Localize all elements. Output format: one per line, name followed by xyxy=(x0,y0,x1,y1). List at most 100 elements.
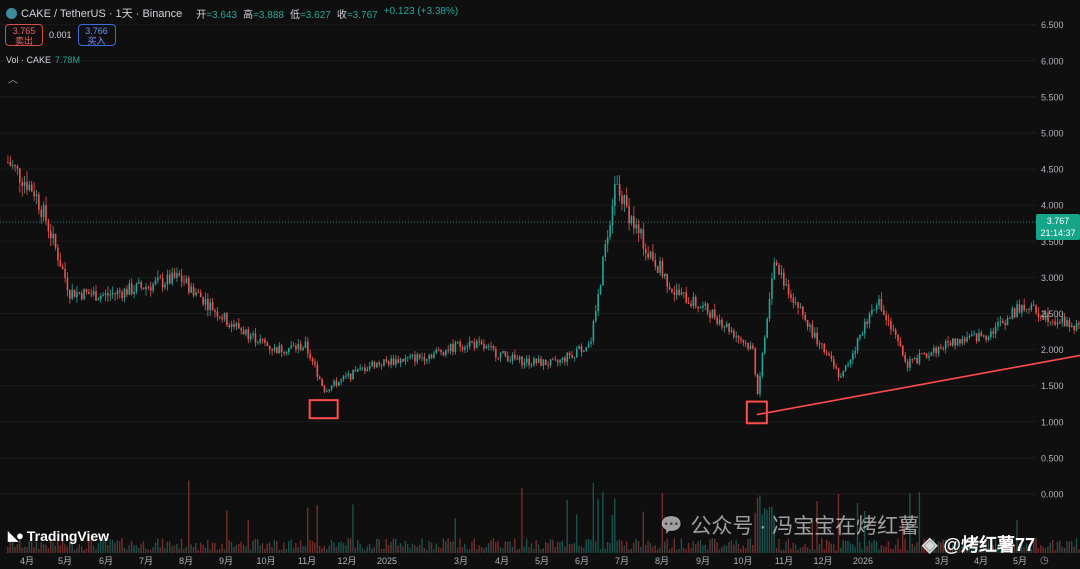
volume-bar xyxy=(963,549,966,553)
candle-body xyxy=(216,311,219,317)
volume-bar xyxy=(214,542,216,553)
buy-button[interactable]: 3.766 买入 xyxy=(77,24,116,46)
volume-bar xyxy=(226,510,228,553)
volume-bar xyxy=(856,503,859,553)
candle-body xyxy=(383,359,385,366)
tradingview-logo-text: TradingView xyxy=(26,528,110,544)
candle-body xyxy=(390,358,392,365)
volume-bar xyxy=(664,541,666,553)
candle-body xyxy=(597,293,599,312)
candle-body xyxy=(188,278,190,293)
volume-bar xyxy=(644,544,647,553)
volume-bar xyxy=(921,546,923,553)
volume-bar xyxy=(1016,519,1018,553)
candle-body xyxy=(1013,308,1016,318)
candle-body xyxy=(197,292,200,294)
candle-body xyxy=(830,355,833,360)
volume-bar xyxy=(490,540,492,553)
volume-bar xyxy=(980,547,982,553)
volume-legend[interactable]: Vol · CAKE 7.78M xyxy=(6,55,80,65)
candle-body xyxy=(992,331,995,334)
candle-body xyxy=(887,319,890,321)
candle-body xyxy=(147,286,150,288)
candle-body xyxy=(207,298,209,311)
candle-body xyxy=(940,347,942,349)
volume-bar xyxy=(271,547,273,553)
volume-bar xyxy=(38,548,40,553)
candle-body xyxy=(247,329,250,340)
candle-body xyxy=(780,272,783,275)
tradingview-mark-icon: ◣● xyxy=(8,528,24,543)
volume-bar xyxy=(397,545,399,553)
volume-bar xyxy=(309,540,311,553)
sell-button[interactable]: 3.765 卖出 xyxy=(5,24,43,46)
ohlc-close: 收=3.767 xyxy=(336,9,378,21)
candle-body xyxy=(214,310,216,312)
volume-bar xyxy=(437,547,440,553)
candle-body xyxy=(911,358,914,360)
price-axis[interactable]: 6.500 6.000 5.500 5.000 4.500 4.000 3.500 3.000… xyxy=(1041,20,1064,499)
candle-body xyxy=(109,294,112,296)
volume-bar xyxy=(45,544,47,553)
candle-body xyxy=(697,306,699,309)
candle-body xyxy=(809,324,811,327)
volume-bar xyxy=(706,549,709,553)
candle-body xyxy=(102,294,104,296)
volume-bar xyxy=(73,549,76,553)
volume-bar xyxy=(780,549,783,553)
candle-body xyxy=(749,345,752,349)
volume-bar xyxy=(590,540,592,553)
volume-bar xyxy=(911,543,913,553)
volume-bar xyxy=(923,538,925,553)
candle-body xyxy=(733,330,735,337)
symbol-title[interactable]: CAKE / TetherUS · 1天 · Binance xyxy=(21,8,183,20)
candle-body xyxy=(590,341,592,344)
volume-bar xyxy=(618,539,621,553)
volume-bar xyxy=(461,547,464,553)
candle-body xyxy=(894,329,897,335)
candle-body xyxy=(52,233,54,239)
volume-bar xyxy=(71,540,73,553)
candle-body xyxy=(335,380,338,386)
volume-bar xyxy=(478,545,480,553)
volume-bar xyxy=(456,547,459,553)
candle-body xyxy=(23,182,26,187)
volume-bar xyxy=(656,549,659,553)
volume-bar xyxy=(1066,541,1068,553)
candle-body xyxy=(35,194,38,197)
candle-body xyxy=(180,275,183,282)
volume-bar xyxy=(485,546,487,553)
chevron-up-icon[interactable]: ︿ xyxy=(8,75,18,86)
volume-bar xyxy=(604,548,606,553)
candle-body xyxy=(932,347,935,353)
tradingview-logo[interactable]: ◣● TradingView xyxy=(8,528,109,544)
candle-body xyxy=(61,266,64,269)
volume-bar xyxy=(1054,549,1056,553)
volume-bar xyxy=(30,538,33,553)
candle-body xyxy=(16,166,19,169)
candle-body xyxy=(333,380,335,386)
candle-body xyxy=(561,357,564,360)
candle-body xyxy=(140,282,143,288)
ohlc-readout: 开=3.643 高=3.888 低=3.627 收=3.767 +0.123 (… xyxy=(196,6,458,21)
time-axis[interactable]: 4月 5月 6月 7月 8月 9月 10月 11月 12月 2025 3月 4月 5月 6月 7月 8月 9月 1… xyxy=(20,556,1027,566)
volume-bar xyxy=(88,540,90,553)
candle-body xyxy=(121,292,123,299)
volume-bar xyxy=(1059,540,1061,553)
clock-icon[interactable]: ◷ xyxy=(1040,555,1049,566)
volume-bar xyxy=(547,543,549,553)
volume-bar xyxy=(354,547,357,553)
volume-bar xyxy=(192,547,195,553)
volume-bar xyxy=(830,543,833,553)
volume-bar xyxy=(35,542,38,553)
candle-body xyxy=(192,286,195,296)
volume-bar xyxy=(559,542,561,553)
buy-price: 3.766 xyxy=(85,26,108,36)
volume-bar xyxy=(597,498,599,553)
volume-bar xyxy=(949,547,952,553)
volume-bar xyxy=(937,541,940,553)
volume-bar xyxy=(311,540,314,553)
candle-body xyxy=(599,285,602,294)
volume-bar xyxy=(421,538,423,553)
